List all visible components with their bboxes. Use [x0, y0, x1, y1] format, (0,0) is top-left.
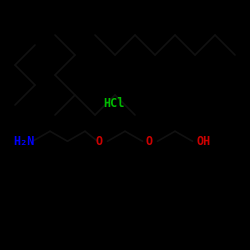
- Text: OH: OH: [196, 135, 210, 148]
- Text: O: O: [95, 135, 102, 148]
- Text: H₂N: H₂N: [14, 135, 35, 148]
- Text: HCl: HCl: [104, 97, 125, 110]
- Text: O: O: [145, 135, 152, 148]
